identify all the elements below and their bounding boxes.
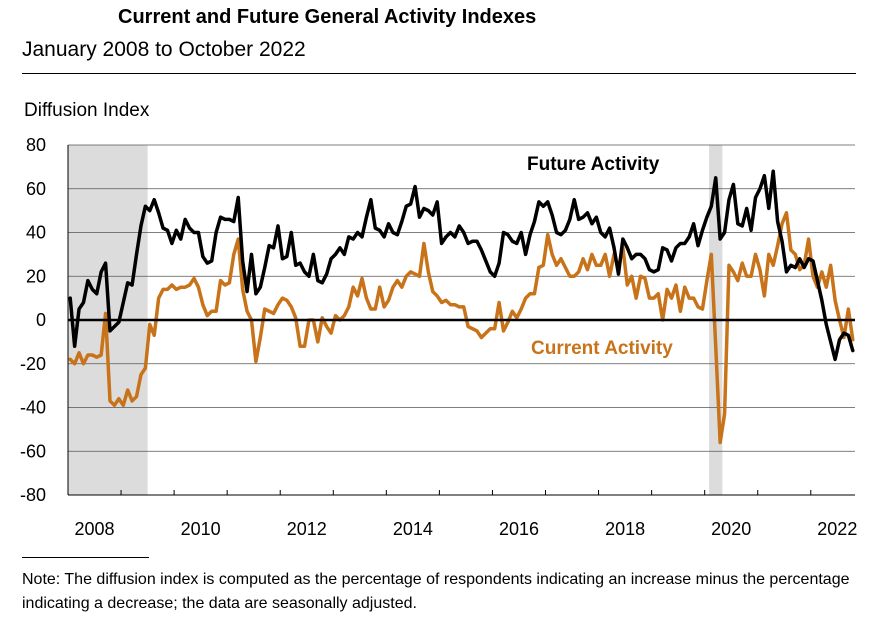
y-tick-label: 0	[36, 310, 46, 330]
y-tick-label: 80	[26, 135, 46, 155]
y-tick-label: 20	[26, 266, 46, 286]
note-divider	[22, 557, 149, 558]
title-divider	[22, 73, 856, 74]
series-labels: Future Activity Current Activity	[527, 154, 673, 359]
y-axis-label: Diffusion Index	[24, 100, 150, 121]
y-tick-label: 60	[26, 179, 46, 199]
x-tick-label: 2016	[499, 519, 539, 539]
x-tick-label: 2020	[711, 519, 751, 539]
series-lines	[68, 169, 855, 445]
x-tick-label: 2022	[817, 519, 857, 539]
x-tick-label: 2012	[287, 519, 327, 539]
x-tick-label: 2018	[605, 519, 645, 539]
chart-title: Current and Future General Activity Inde…	[118, 6, 537, 28]
y-tick-label: -20	[20, 354, 46, 374]
x-tick-label: 2014	[393, 519, 433, 539]
series-label-current-activity: Current Activity	[531, 338, 673, 359]
y-tick-labels: 80 60 40 20 0 -20 -40 -60 -80	[20, 135, 46, 505]
y-tick-label: 40	[26, 223, 46, 243]
chart-subtitle: January 2008 to October 2022	[22, 38, 306, 61]
y-tick-label: -60	[20, 441, 46, 461]
series-label-future-activity: Future Activity	[527, 154, 660, 175]
y-tick-label: -80	[20, 485, 46, 505]
x-tick-labels: 2008 2010 2012 2014 2016 2018 2020 2022	[67, 490, 857, 539]
chart-note: Note: The diffusion index is computed as…	[22, 571, 850, 612]
x-tick-label: 2008	[75, 519, 115, 539]
y-tick-label: -40	[20, 398, 46, 418]
x-tick-label: 2010	[181, 519, 221, 539]
series-line-current-activity	[68, 211, 855, 445]
series-line-future-activity	[68, 169, 855, 362]
